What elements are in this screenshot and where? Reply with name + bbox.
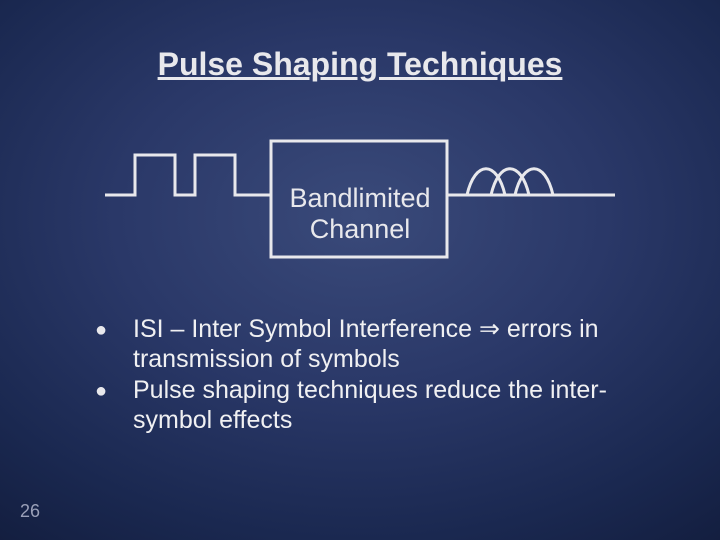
list-item: ● Pulse shaping techniques reduce the in…: [95, 376, 655, 435]
list-item: ● ISI – Inter Symbol Interference ⇒ erro…: [95, 315, 655, 374]
channel-label-l1: Bandlimited: [289, 183, 430, 213]
bullet-text: ISI – Inter Symbol Interference ⇒ errors…: [133, 315, 655, 374]
bullet-text: Pulse shaping techniques reduce the inte…: [133, 376, 655, 435]
channel-label-l2: Channel: [310, 214, 411, 244]
slide-title: Pulse Shaping Techniques: [0, 46, 720, 83]
page-number: 26: [20, 501, 40, 522]
bullet-icon: ●: [95, 315, 133, 345]
channel-label: Bandlimited Channel: [275, 183, 445, 245]
slide-container: Pulse Shaping Techniques Bandlimited Cha…: [0, 0, 720, 540]
bullet-list: ● ISI – Inter Symbol Interference ⇒ erro…: [95, 315, 655, 437]
bullet-icon: ●: [95, 376, 133, 406]
input-rect-pulses: [105, 155, 271, 195]
output-overlap-curves: [467, 169, 553, 195]
